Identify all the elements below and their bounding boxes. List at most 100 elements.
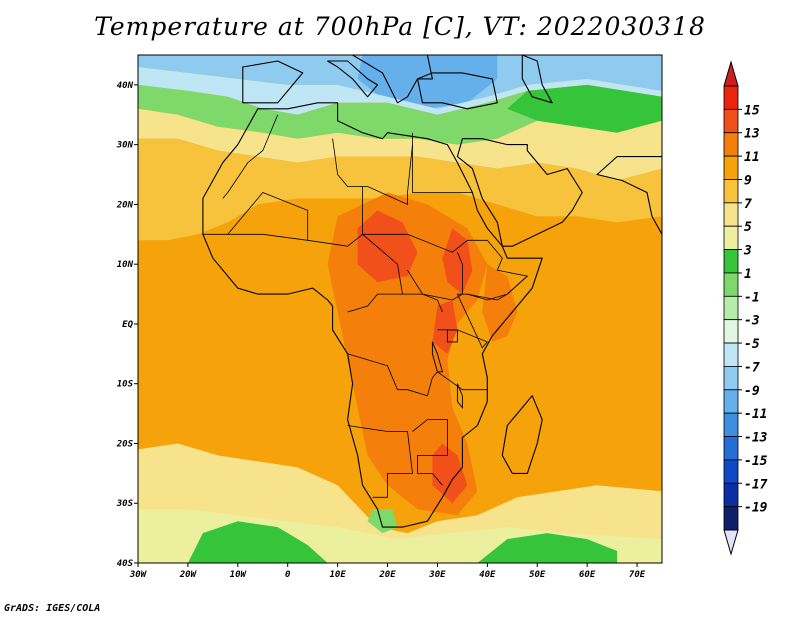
plot-frame <box>137 54 663 564</box>
colorbar-label: 3 <box>743 244 752 259</box>
colorbar-label: 9 <box>744 173 752 188</box>
colorbar-label: 1 <box>744 267 752 282</box>
border-north-algeria-libya <box>222 114 279 199</box>
colorbar-bottom-arrow <box>723 529 739 556</box>
border-tanzania-south <box>437 371 488 391</box>
lat-tick-label: 20N <box>116 200 134 210</box>
colorbar-swatch <box>723 132 739 157</box>
colorbar-label: -11 <box>744 407 767 422</box>
region-southeast-core <box>432 443 468 504</box>
lat-tick-label: 30N <box>116 141 134 151</box>
colorbar-label: -1 <box>744 290 760 305</box>
lon-tick-label: 40E <box>479 570 496 580</box>
axes: 30W 20W 10W 0 10E 20E 30E 40E 50E 60E 70E 40N 30N 20N… <box>116 81 646 580</box>
colorbar-swatch <box>723 412 739 437</box>
border-east-africa-border <box>437 275 528 349</box>
map-title: Temperature at 700hPa [C], VT: 202203031… <box>94 12 706 41</box>
lon-tick-label: 20E <box>378 570 396 580</box>
lake-lake-victoria <box>446 329 458 343</box>
colorbar-swatch <box>723 155 739 180</box>
coast-africa-coast <box>202 102 543 528</box>
coast-caspian <box>521 55 553 104</box>
coast-turkey <box>416 72 498 110</box>
colorbar-swatch <box>723 319 739 344</box>
region-south-green-east <box>477 533 618 563</box>
colorbar-swatch <box>723 482 739 508</box>
region-ethiopia-core <box>442 228 473 295</box>
colorbar-label: 13 <box>744 127 760 142</box>
colorbar-swatch <box>723 249 739 274</box>
colorbar-label: 15 <box>744 103 760 118</box>
region-north-mid-blue <box>357 55 498 109</box>
colorbar-label: 11 <box>744 150 760 165</box>
coast-iberia <box>242 60 304 104</box>
border-egypt-west <box>412 132 473 193</box>
coastlines <box>202 55 662 528</box>
colorbar: 15 13 11 9 7 5 3 1 -1 -3 -5 -7 -9 -11 -13 -15 -17 -19 <box>723 60 768 556</box>
border-angola-namibia <box>347 425 413 498</box>
border-southern-africa-borders <box>412 419 448 486</box>
lon-tick-label: 10W <box>230 570 248 580</box>
colorbar-swatch <box>723 295 739 321</box>
colorbar-swatch <box>723 225 739 250</box>
colorbar-top-arrow <box>723 60 739 87</box>
lat-tick-label: 40N <box>117 81 134 91</box>
lat-tick-label: 30S <box>116 499 134 509</box>
region-south-green-west <box>187 521 328 563</box>
coast-italy <box>327 60 379 98</box>
region-lakes-core <box>432 300 458 354</box>
lon-tick-label: 0 <box>285 570 291 580</box>
region-east-africa-hot <box>482 264 518 342</box>
region-sudan-core <box>357 210 418 283</box>
lon-tick-label: 30W <box>129 570 148 580</box>
colorbar-swatch <box>723 366 739 391</box>
coast-indian-subcontinent <box>596 156 662 235</box>
coast-arabia <box>456 138 583 247</box>
lat-tick-label: 10S <box>117 380 134 390</box>
colorbar-swatch <box>723 85 739 110</box>
border-drc-south <box>347 353 438 397</box>
colorbar-swatch <box>723 459 739 484</box>
border-sahel-border <box>202 233 468 253</box>
colorbar-swatch <box>723 108 739 134</box>
border-algeria-east <box>332 138 413 206</box>
colorbar-label: -9 <box>744 384 760 399</box>
colorbar-label: -7 <box>744 360 760 375</box>
coast-madagascar <box>501 395 543 474</box>
colorbar-label: -13 <box>744 431 768 446</box>
lon-tick-label: 60E <box>579 570 596 580</box>
colorbar-label: -17 <box>744 477 768 492</box>
lat-tick-label: 20S <box>116 439 134 449</box>
region-sahara-yellow-orange <box>138 138 662 241</box>
colorbar-swatch <box>723 179 739 204</box>
colorbar-label: -15 <box>744 454 768 469</box>
region-north-pale-yellow <box>138 108 662 181</box>
colorbar-swatch <box>723 342 739 367</box>
colorbar-swatch <box>723 436 739 461</box>
colorbar-swatch <box>723 389 739 414</box>
lon-tick-label: 10E <box>329 570 346 580</box>
coast-balkans-greece <box>352 55 433 104</box>
border-mali-niger <box>227 192 309 241</box>
colorbar-label: -19 <box>744 501 768 516</box>
border-congo-border <box>347 293 443 313</box>
lon-tick-label: 50E <box>529 570 546 580</box>
lon-tick-label: 70E <box>629 570 646 580</box>
colorbar-label: -5 <box>744 337 760 352</box>
lat-tick-label: 10N <box>117 260 134 270</box>
lake-lake-malawi <box>456 383 463 409</box>
colorbar-swatch <box>723 272 739 297</box>
border-chad-east <box>362 186 403 295</box>
border-sudan-south <box>407 252 463 301</box>
border-ethiopia-border <box>467 239 529 301</box>
colorbar-label: 5 <box>744 220 752 235</box>
colorbar-label: -3 <box>744 314 760 329</box>
colorbar-swatch <box>723 202 739 227</box>
lake-lake-tanganyika <box>431 341 443 373</box>
grads-credit: GrADS: IGES/COLA <box>4 603 101 614</box>
lon-tick-label: 30E <box>428 570 446 580</box>
colorbar-label: 7 <box>744 197 752 212</box>
lon-tick-label: 20W <box>179 570 198 580</box>
colorbar-swatch <box>723 506 739 531</box>
